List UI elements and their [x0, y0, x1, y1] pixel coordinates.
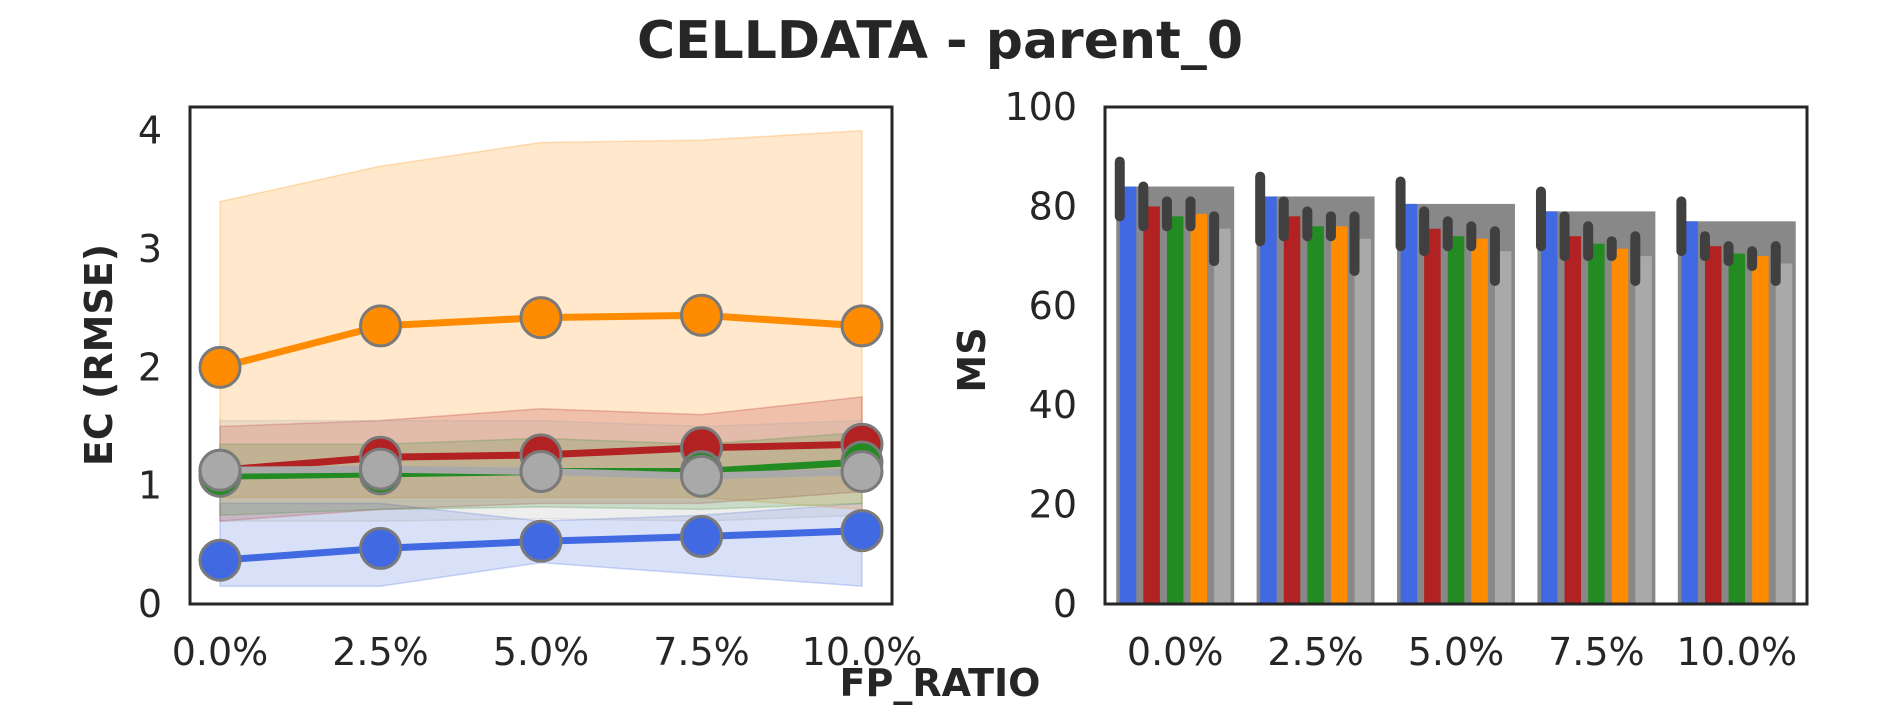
bar-x-tick-label: 0.0%: [1127, 630, 1224, 674]
line-y-tick-label: 2: [138, 345, 162, 389]
bar-y-tick-label: 80: [1029, 184, 1077, 228]
series-1-point-3: [680, 293, 723, 337]
bar-series-2-group-2: [1447, 236, 1465, 604]
bar-series-0-group-4: [1681, 221, 1698, 604]
bar-plot-area: [1114, 156, 1796, 605]
bar-series-3-group-4: [1752, 256, 1769, 604]
bar-series-2-group-3: [1588, 243, 1605, 605]
series-0-point-3: [680, 515, 723, 559]
series-1-point-1: [359, 304, 402, 348]
line-plot-area: [198, 129, 884, 588]
bar-tick-labels: 0 20 40 60 80 100 0.0% 2.5% 5.0% 7.5% 10.0%: [1004, 85, 1797, 674]
bar-y-tick-label: 0: [1053, 582, 1077, 626]
bar-y-tick-label: 40: [1029, 383, 1077, 427]
line-y-axis-label: EC (RMSE): [77, 244, 121, 466]
bar-x-tick-label: 7.5%: [1548, 630, 1645, 674]
bar-series-3-group-3: [1611, 248, 1629, 604]
bar-y-tick-label: 60: [1029, 284, 1077, 328]
series-1-point-4: [840, 304, 884, 348]
bar-series-1-group-2: [1424, 228, 1441, 604]
bar-series-1-group-4: [1704, 246, 1722, 604]
line-y-tick-label: 1: [138, 464, 162, 508]
bar-series-0-group-0: [1119, 186, 1137, 604]
bar-series-4-group-3: [1635, 256, 1652, 604]
line-y-tick-label: 0: [138, 582, 162, 626]
bar-y-axis-label: MS: [950, 327, 994, 392]
series-1-point-0: [198, 345, 242, 389]
bar-series-3-group-2: [1471, 238, 1488, 604]
bar-x-tick-label: 2.5%: [1267, 630, 1364, 674]
series-0-point-0: [198, 538, 242, 582]
bar-panel-frame: [1103, 105, 1809, 606]
bar-y-tick-label: 20: [1029, 483, 1077, 527]
line-x-tick-label: 7.5%: [653, 630, 750, 674]
bar-series-3-group-1: [1330, 226, 1348, 604]
line-panel-frame: [188, 105, 894, 606]
series-4-point-2: [519, 449, 563, 493]
line-y-tick-label: 4: [138, 109, 162, 153]
line-tick-labels: 0 1 2 3 4 0.0% 2.5% 5.0% 7.5% 10.0%: [138, 109, 923, 674]
bar-series-3-group-0: [1190, 213, 1208, 605]
bar-x-tick-label: 10.0%: [1676, 630, 1797, 674]
bar-series-4-group-1: [1354, 238, 1372, 604]
bar-series-0-group-2: [1400, 203, 1418, 605]
line-y-tick-label: 3: [138, 227, 162, 271]
bar-series-4-group-0: [1214, 228, 1231, 604]
series-4-point-4: [840, 449, 884, 493]
series-0-point-2: [519, 519, 563, 563]
bar-series-1-group-0: [1143, 206, 1160, 604]
bar-series-2-group-0: [1166, 216, 1184, 604]
line-x-tick-label: 2.5%: [332, 630, 429, 674]
bar-series-1-group-1: [1283, 216, 1301, 604]
bar-series-4-group-2: [1494, 251, 1512, 604]
series-1-point-2: [519, 296, 563, 340]
series-4-point-1: [359, 447, 402, 491]
bar-x-tick-label: 5.0%: [1408, 630, 1505, 674]
series-4-point-3: [680, 454, 723, 498]
line-x-tick-label: 5.0%: [493, 630, 590, 674]
line-panel: EC (RMSE) 0 1 2 3 4 0.0% 2.5% 5.0% 7.5% 10.0%: [77, 105, 923, 674]
figure-title: CELLDATA - parent_0: [637, 11, 1243, 71]
bar-y-tick-label: 100: [1004, 85, 1077, 129]
bar-panel: MS 0 20 40 60 80 100 0.0% 2.5% 5.0% 7.5% 10.0%: [950, 85, 1809, 674]
bar-series-4-group-4: [1775, 263, 1793, 604]
series-4-point-0: [198, 448, 242, 492]
bar-series-2-group-4: [1728, 253, 1746, 605]
line-x-tick-label: 10.0%: [802, 630, 923, 674]
series-0-point-4: [840, 509, 884, 553]
shared-x-axis-label: FP_RATIO: [840, 661, 1041, 705]
line-x-tick-label: 0.0%: [172, 630, 269, 674]
bar-series-2-group-1: [1307, 226, 1324, 604]
bar-series-1-group-3: [1564, 236, 1582, 604]
bar-series-0-group-3: [1540, 211, 1558, 604]
bar-series-0-group-1: [1260, 196, 1277, 604]
series-0-point-1: [359, 526, 402, 570]
